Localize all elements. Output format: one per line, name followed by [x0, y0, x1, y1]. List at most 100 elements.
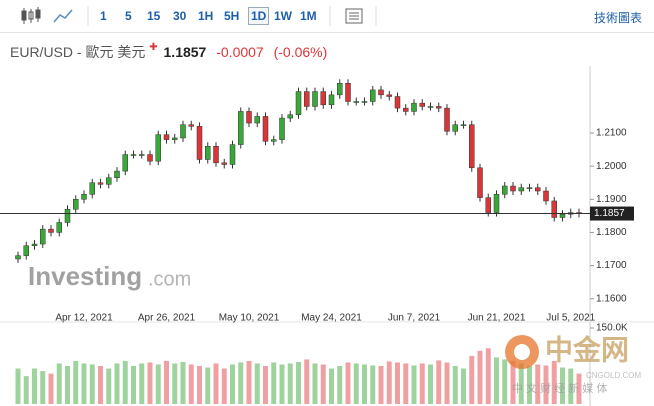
x-tick-label: Apr 26, 2021 — [138, 313, 196, 324]
candle-body — [378, 89, 384, 96]
volume-bar — [510, 360, 516, 404]
y-tick-label: 1.2100 — [596, 128, 627, 139]
volume-bar — [221, 368, 227, 404]
candle-body — [394, 96, 401, 109]
volume-bar — [320, 364, 326, 404]
volume-bar — [180, 361, 186, 404]
volume-bar — [419, 363, 425, 404]
x-tick-label: Jun 21, 2021 — [468, 313, 526, 324]
settings-icon[interactable] — [345, 8, 363, 24]
candle-body — [139, 154, 145, 156]
volume-bar — [386, 361, 392, 404]
interval-button[interactable]: 30 — [173, 9, 187, 23]
volume-bar — [461, 368, 466, 404]
volume-bar — [271, 362, 277, 404]
volume-bar — [56, 363, 62, 404]
interval-button[interactable]: 1H — [198, 9, 214, 23]
y-tick-label: 1.1600 — [596, 293, 627, 304]
candle-body — [213, 145, 219, 164]
candle-body — [56, 222, 62, 233]
candle-body — [229, 144, 236, 165]
volume-bar — [230, 364, 235, 404]
candle-body — [180, 124, 186, 139]
candle-body — [262, 116, 269, 142]
volume-bar — [312, 363, 318, 404]
candle-body — [559, 213, 566, 218]
y-tick-label: 1.1800 — [596, 227, 627, 238]
candle-body — [40, 228, 46, 245]
x-tick-label: Jul 5, 2021 — [546, 313, 595, 324]
volume-bar — [65, 366, 70, 404]
candle-body — [444, 107, 450, 132]
candle-body — [97, 182, 104, 185]
candle-icon[interactable] — [21, 7, 41, 24]
interval-button[interactable]: 15 — [147, 9, 161, 23]
interval-button[interactable]: 1D — [248, 7, 270, 25]
candle-body — [411, 102, 417, 112]
volume-bar — [378, 366, 384, 404]
candle-body — [502, 185, 508, 195]
y-tick-label: 1.1900 — [596, 194, 627, 205]
candle-body — [452, 124, 458, 132]
candle-body — [386, 94, 392, 97]
area-icon[interactable] — [53, 9, 73, 23]
volume-bar — [238, 362, 244, 404]
volume-bar — [197, 366, 202, 404]
candle-body — [295, 91, 302, 116]
volume-bar — [502, 359, 508, 404]
candle-body — [246, 111, 252, 124]
candle-body — [73, 199, 79, 210]
volume-bar — [40, 371, 46, 404]
candle-body — [287, 114, 293, 119]
candle-body — [238, 111, 244, 145]
candle-body — [271, 139, 277, 142]
candle-body — [163, 134, 170, 140]
toolbar: 技術圖表 1 5 15 30 1H 5H 1D 1W 1M — [0, 0, 654, 33]
candle-body — [353, 101, 359, 103]
volume-bar — [172, 363, 178, 404]
candle-body — [328, 94, 335, 106]
volume-bar — [205, 367, 211, 404]
chart-link[interactable]: 技術圖表 — [593, 11, 642, 25]
interval-button[interactable]: 5H — [224, 9, 240, 23]
volume-bar — [345, 362, 351, 404]
volume-bar — [131, 366, 136, 404]
interval-button[interactable]: 1 — [100, 9, 107, 23]
volume-bar — [32, 368, 37, 404]
volume-bar — [279, 364, 285, 404]
x-tick-label: May 24, 2021 — [301, 313, 362, 324]
volume-bar — [122, 360, 128, 404]
alert-icon[interactable]: ✚ — [149, 42, 158, 53]
volume-bar — [155, 364, 161, 404]
candle-body — [477, 167, 483, 198]
candle-body — [196, 126, 203, 160]
x-tick-label: Jun 7, 2021 — [388, 313, 441, 324]
volume-bar — [485, 348, 491, 404]
volume-bar — [403, 363, 409, 404]
volume-bar — [287, 363, 293, 404]
volume-bar — [428, 364, 433, 404]
interval-button[interactable]: 1W — [274, 9, 292, 23]
candle-body — [114, 170, 120, 178]
volume-bar — [23, 376, 29, 404]
toolbar-icons — [21, 6, 377, 26]
volume-bar — [353, 363, 359, 404]
volume-bar — [15, 368, 21, 404]
watermark-text: 中 文 财 经 新 媒 体 — [512, 381, 607, 395]
price-change-pct: (-0.06%) — [273, 44, 328, 60]
volume-bar — [494, 357, 499, 404]
volume-bar — [370, 365, 376, 404]
candle-body — [370, 89, 376, 102]
candle-body — [526, 187, 533, 189]
candle-body — [543, 190, 549, 202]
interval-button[interactable]: 5 — [125, 9, 132, 23]
volume-bar — [147, 362, 153, 404]
last-price-label: 1.1857 — [594, 208, 625, 219]
volume-bar — [304, 359, 310, 404]
interval-button[interactable]: 1M — [300, 9, 317, 23]
symbol: EUR/USD - 歐元 美元 — [10, 44, 146, 60]
watermark-text: 中金网 — [545, 333, 629, 365]
candle-body — [221, 162, 227, 165]
